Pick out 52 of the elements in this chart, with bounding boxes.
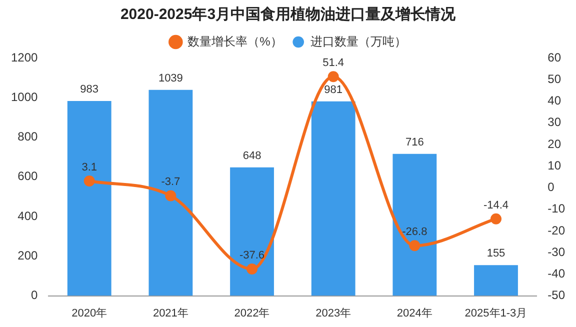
y2-tick-label: 20 (548, 136, 562, 151)
y2-tick-label: 30 (548, 115, 562, 130)
y-tick-label: 200 (18, 248, 38, 262)
legend-label: 数量增长率（%） (188, 34, 282, 48)
data-label: 716 (405, 136, 424, 148)
point (84, 176, 95, 187)
data-label: 51.4 (322, 57, 344, 70)
data-label: -37.6 (239, 250, 265, 262)
x-tick-label: 2023年 (316, 307, 352, 320)
x-tick-label: 2024年 (396, 307, 432, 320)
data-label: -14.4 (483, 199, 509, 212)
y-tick-label: 600 (18, 169, 38, 184)
data-label: 648 (242, 150, 262, 162)
y-tick-label: 1000 (10, 90, 38, 104)
bar (474, 265, 518, 296)
y2-tick-label: -10 (548, 202, 566, 216)
y2-tick-label: -50 (548, 288, 566, 302)
data-label: 1039 (158, 72, 183, 84)
point (409, 240, 420, 252)
data-label: 983 (80, 84, 99, 96)
y2-tick-label: -30 (548, 244, 566, 259)
legend-label: 进口数量（万吨） (310, 34, 406, 48)
bar (67, 101, 112, 296)
y-tick-label: 0 (31, 288, 38, 302)
point (246, 263, 258, 274)
point (165, 190, 176, 202)
y2-tick-label: 50 (548, 72, 562, 86)
y-tick-label: 400 (18, 208, 38, 223)
y2-tick-label: 60 (548, 50, 562, 64)
data-label: 3.1 (82, 162, 98, 174)
bar (148, 90, 193, 296)
y2-tick-label: -20 (548, 223, 566, 238)
data-label: 155 (486, 248, 506, 260)
y2-tick-label: -40 (548, 266, 566, 280)
point (328, 71, 339, 82)
y-tick-label: 800 (18, 130, 38, 144)
data-label: -3.7 (161, 176, 180, 188)
x-tick-label: 2021年 (152, 307, 188, 320)
data-label: 981 (324, 84, 343, 96)
point (490, 213, 502, 224)
x-tick-label: 2020年 (72, 307, 108, 320)
y2-tick-label: 10 (548, 158, 562, 172)
y2-tick-label: 0 (548, 180, 555, 194)
x-tick-label: 2025年1-3月 (464, 307, 528, 320)
bar (311, 101, 356, 296)
y2-tick-label: 40 (548, 94, 562, 108)
bar (392, 154, 437, 296)
data-label: -26.8 (402, 226, 428, 238)
chart-title: 2020-2025年3月中国食用植物油进口量及增长情况 (120, 6, 457, 24)
y-tick-label: 1200 (10, 50, 38, 64)
x-tick-label: 2022年 (234, 307, 270, 320)
bar (230, 167, 274, 296)
